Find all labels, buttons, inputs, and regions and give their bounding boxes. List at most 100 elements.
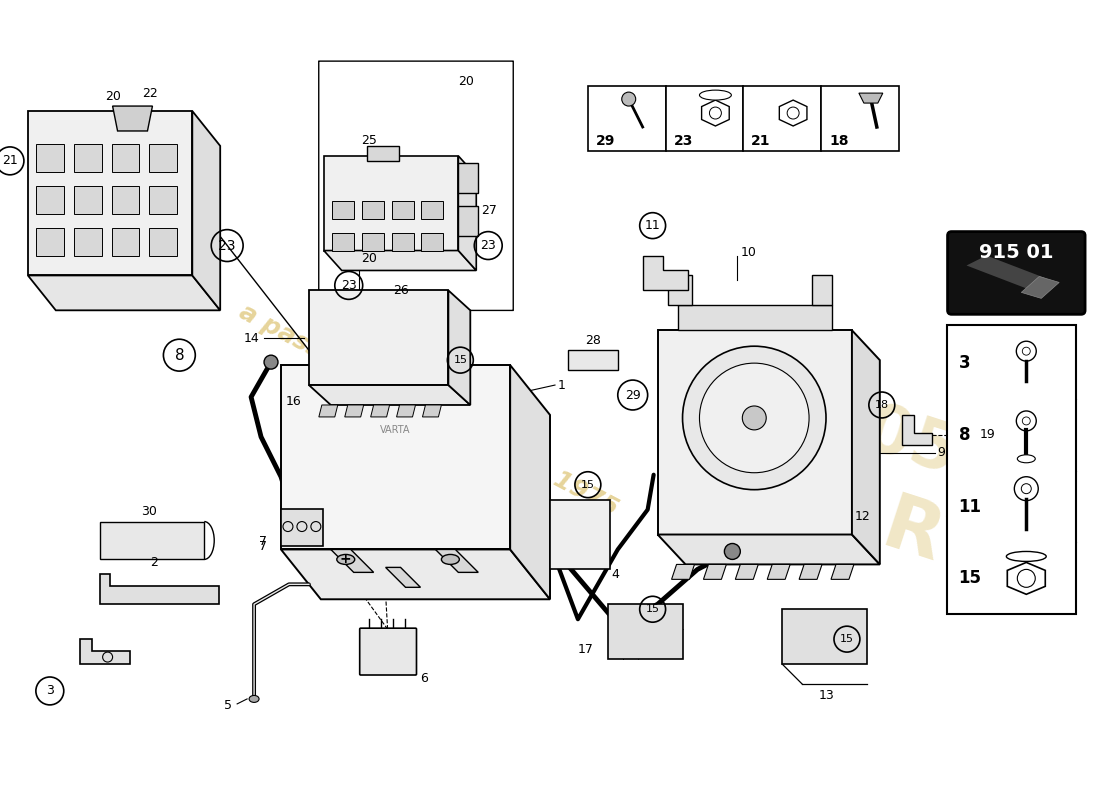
- Polygon shape: [666, 86, 744, 151]
- Text: 19: 19: [979, 428, 996, 442]
- Polygon shape: [744, 86, 821, 151]
- Text: a passion for parts since 1975: a passion for parts since 1975: [235, 299, 622, 521]
- Text: 23: 23: [673, 134, 693, 148]
- Polygon shape: [459, 206, 478, 235]
- Polygon shape: [362, 201, 384, 218]
- Text: 30: 30: [142, 505, 157, 518]
- Text: 10: 10: [740, 246, 756, 259]
- Polygon shape: [150, 228, 177, 255]
- Polygon shape: [658, 330, 851, 534]
- Text: 20: 20: [459, 74, 474, 88]
- Text: 14: 14: [243, 332, 260, 345]
- Polygon shape: [323, 156, 459, 250]
- Polygon shape: [371, 405, 389, 417]
- Text: 13: 13: [820, 690, 835, 702]
- Text: 8: 8: [175, 348, 184, 362]
- Polygon shape: [967, 255, 1046, 289]
- Circle shape: [621, 92, 636, 106]
- Text: 15: 15: [453, 355, 468, 365]
- Circle shape: [742, 406, 767, 430]
- Text: +: +: [340, 553, 352, 566]
- Polygon shape: [608, 604, 682, 659]
- Polygon shape: [36, 144, 64, 172]
- Polygon shape: [568, 350, 618, 370]
- Polygon shape: [672, 565, 694, 579]
- Polygon shape: [799, 565, 822, 579]
- Polygon shape: [449, 290, 471, 405]
- Text: 21: 21: [751, 134, 771, 148]
- Text: 21: 21: [2, 154, 18, 167]
- Text: 11: 11: [958, 498, 981, 516]
- Polygon shape: [111, 144, 140, 172]
- Polygon shape: [851, 330, 880, 565]
- Ellipse shape: [1018, 455, 1035, 462]
- Polygon shape: [332, 201, 354, 218]
- Polygon shape: [344, 405, 364, 417]
- Polygon shape: [830, 565, 854, 579]
- Text: 3: 3: [958, 354, 970, 372]
- Polygon shape: [459, 163, 478, 193]
- Polygon shape: [309, 385, 471, 405]
- Text: 3: 3: [46, 685, 54, 698]
- Polygon shape: [192, 111, 220, 310]
- Text: 17: 17: [578, 642, 594, 655]
- Polygon shape: [280, 365, 510, 550]
- Text: 7: 7: [260, 535, 267, 548]
- Polygon shape: [821, 86, 899, 151]
- Text: 23: 23: [219, 238, 235, 253]
- Text: 29: 29: [625, 389, 640, 402]
- Text: 6: 6: [420, 673, 428, 686]
- Text: 15: 15: [646, 604, 660, 614]
- Polygon shape: [642, 255, 688, 290]
- Polygon shape: [782, 610, 867, 664]
- Polygon shape: [421, 233, 443, 250]
- Polygon shape: [386, 567, 420, 587]
- Polygon shape: [902, 415, 932, 445]
- Polygon shape: [668, 275, 693, 306]
- Polygon shape: [510, 365, 550, 599]
- Text: 15: 15: [581, 480, 595, 490]
- Text: 18: 18: [829, 134, 848, 148]
- Polygon shape: [36, 228, 64, 255]
- Polygon shape: [397, 405, 416, 417]
- Polygon shape: [74, 186, 101, 214]
- Polygon shape: [309, 290, 449, 385]
- Polygon shape: [767, 565, 790, 579]
- Polygon shape: [79, 639, 130, 664]
- Ellipse shape: [1006, 551, 1046, 562]
- Polygon shape: [366, 146, 398, 161]
- Polygon shape: [392, 233, 414, 250]
- Text: 26: 26: [394, 284, 409, 297]
- Polygon shape: [111, 186, 140, 214]
- Polygon shape: [150, 144, 177, 172]
- Polygon shape: [150, 186, 177, 214]
- Polygon shape: [550, 500, 609, 570]
- Polygon shape: [100, 574, 219, 604]
- Polygon shape: [947, 326, 1076, 614]
- Text: 11: 11: [645, 219, 660, 232]
- Polygon shape: [587, 86, 665, 151]
- Polygon shape: [280, 550, 550, 599]
- Text: 15: 15: [840, 634, 854, 644]
- Text: 1905: 1905: [769, 370, 966, 490]
- Polygon shape: [74, 228, 101, 255]
- Circle shape: [264, 355, 278, 369]
- Ellipse shape: [249, 695, 260, 702]
- Polygon shape: [1021, 277, 1059, 298]
- Text: DIPARTS: DIPARTS: [683, 428, 1050, 610]
- Text: 29: 29: [596, 134, 615, 148]
- Text: 915 01: 915 01: [979, 243, 1054, 262]
- Polygon shape: [112, 106, 153, 131]
- Polygon shape: [812, 275, 832, 306]
- Polygon shape: [100, 522, 205, 559]
- Text: VARTA: VARTA: [381, 425, 410, 435]
- Text: 27: 27: [482, 204, 497, 217]
- Polygon shape: [74, 144, 101, 172]
- FancyBboxPatch shape: [947, 232, 1085, 314]
- Text: 5: 5: [224, 699, 232, 712]
- Circle shape: [682, 346, 826, 490]
- Polygon shape: [859, 93, 883, 103]
- Text: 25: 25: [361, 134, 376, 147]
- Polygon shape: [280, 509, 322, 546]
- Text: 1: 1: [558, 378, 565, 391]
